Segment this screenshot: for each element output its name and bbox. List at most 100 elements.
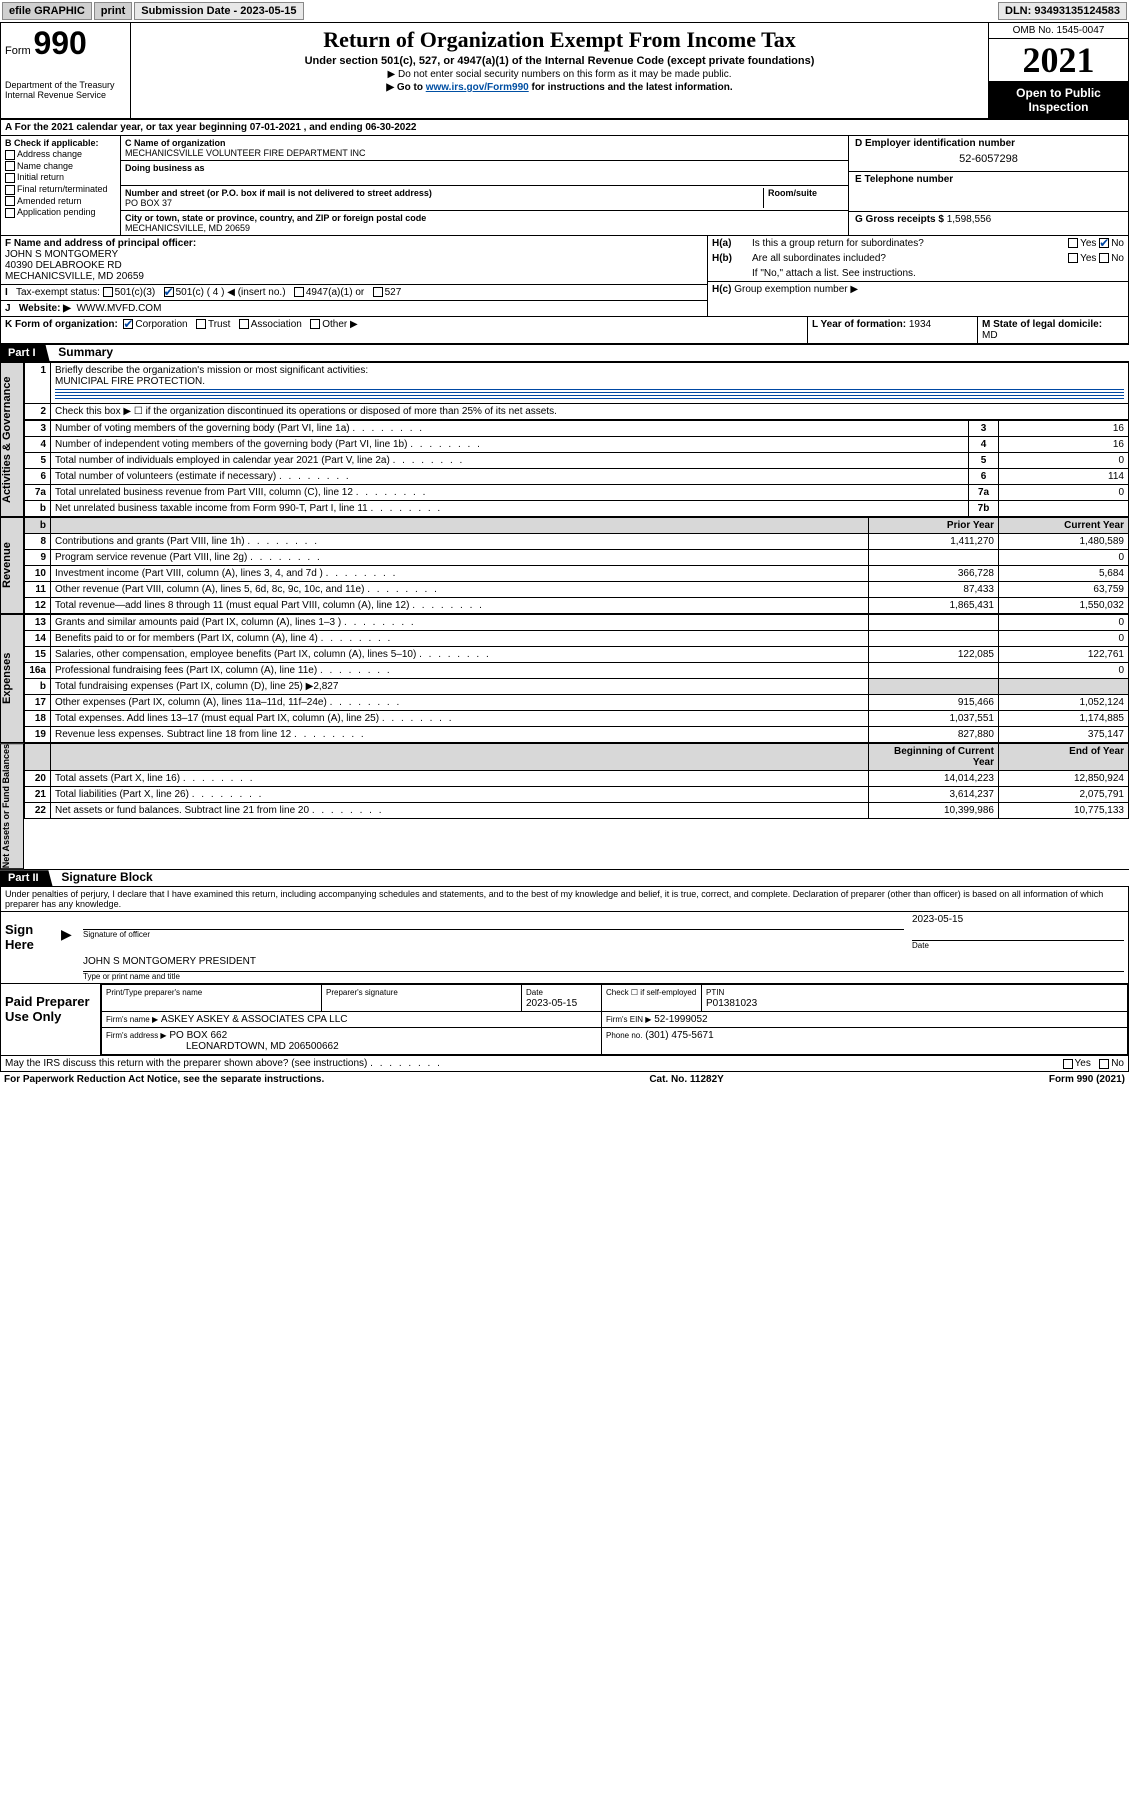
- form-header: Form 990 Department of the Treasury Inte…: [0, 22, 1129, 119]
- part2-title: Signature Block: [55, 870, 152, 884]
- ptin: P01381023: [706, 998, 757, 1009]
- revenue-row: 11Other revenue (Part VIII, column (A), …: [25, 582, 1129, 598]
- cb-application-pending[interactable]: [5, 208, 15, 218]
- tax-year-line: For the 2021 calendar year, or tax year …: [15, 122, 250, 133]
- cb-ha-no[interactable]: [1099, 238, 1109, 248]
- street-address: PO BOX 37: [125, 198, 172, 208]
- print-button[interactable]: print: [94, 2, 132, 20]
- cb-527[interactable]: [373, 287, 383, 297]
- net-row: 21Total liabilities (Part X, line 26) 3,…: [25, 787, 1129, 803]
- sidebar-rev: Revenue: [0, 517, 24, 614]
- gov-row: 3Number of voting members of the governi…: [25, 421, 1129, 437]
- sidebar-net: Net Assets or Fund Balances: [0, 743, 24, 869]
- cb-final-return[interactable]: [5, 185, 15, 195]
- cb-name-change[interactable]: [5, 161, 15, 171]
- firm-name: ASKEY ASKEY & ASSOCIATES CPA LLC: [161, 1014, 348, 1025]
- file-toolbar: efile GRAPHIC print Submission Date - 20…: [0, 0, 1129, 22]
- irs-label: Internal Revenue Service: [5, 90, 126, 100]
- gov-row: 5Total number of individuals employed in…: [25, 453, 1129, 469]
- cb-4947[interactable]: [294, 287, 304, 297]
- gov-row: 4Number of independent voting members of…: [25, 437, 1129, 453]
- open-public-badge: Open to Public Inspection: [989, 82, 1128, 118]
- gov-row: bNet unrelated business taxable income f…: [25, 501, 1129, 517]
- footer-mid: Cat. No. 11282Y: [649, 1074, 723, 1085]
- firm-phone: (301) 475-5671: [645, 1030, 713, 1041]
- preparer-table: Print/Type preparer's name Preparer's si…: [101, 984, 1128, 1055]
- org-name: MECHANICSVILLE VOLUNTEER FIRE DEPARTMENT…: [125, 148, 366, 158]
- expense-row: 19Revenue less expenses. Subtract line 1…: [25, 727, 1129, 743]
- form-number: 990: [33, 25, 86, 61]
- submission-date: Submission Date - 2023-05-15: [134, 2, 303, 20]
- cb-hb-yes[interactable]: [1068, 253, 1078, 263]
- form-title: Return of Organization Exempt From Incom…: [135, 27, 984, 53]
- cb-501c[interactable]: [164, 287, 174, 297]
- form-label: Form: [5, 45, 31, 57]
- cb-trust[interactable]: [196, 319, 206, 329]
- mission-text: MUNICIPAL FIRE PROTECTION.: [55, 376, 205, 387]
- expense-row: 14Benefits paid to or for members (Part …: [25, 631, 1129, 647]
- entity-section: A For the 2021 calendar year, or tax yea…: [0, 119, 1129, 344]
- subtitle-3: ▶ Go to www.irs.gov/Form990 for instruct…: [135, 82, 984, 93]
- state-domicile: MD: [982, 330, 998, 341]
- firm-addr2: LEONARDTOWN, MD 206500662: [106, 1041, 339, 1052]
- arrow-icon: ▶: [61, 912, 79, 983]
- cb-ha-yes[interactable]: [1068, 238, 1078, 248]
- subtitle-1: Under section 501(c), 527, or 4947(a)(1)…: [135, 55, 984, 67]
- paid-preparer-label: Paid Preparer Use Only: [1, 984, 101, 1055]
- section-b-checkboxes: B Check if applicable: Address change Na…: [1, 136, 121, 235]
- dept-treasury: Department of the Treasury: [5, 80, 126, 90]
- officer-addr: 40390 DELABROOKE RD: [5, 260, 703, 271]
- website: WWW.MVFD.COM: [76, 303, 161, 314]
- efile-button[interactable]: efile GRAPHIC: [2, 2, 92, 20]
- revenue-row: 12Total revenue—add lines 8 through 11 (…: [25, 598, 1129, 614]
- footer-left: For Paperwork Reduction Act Notice, see …: [4, 1074, 324, 1085]
- cb-corp[interactable]: [123, 319, 133, 329]
- cb-amended[interactable]: [5, 196, 15, 206]
- revenue-row: 10Investment income (Part VIII, column (…: [25, 566, 1129, 582]
- year-formation: 1934: [909, 319, 931, 330]
- instructions-link[interactable]: www.irs.gov/Form990: [426, 82, 529, 93]
- sign-here-label: Sign Here: [1, 912, 61, 983]
- omb-number: OMB No. 1545-0047: [989, 23, 1128, 39]
- declaration: Under penalties of perjury, I declare th…: [0, 887, 1129, 911]
- part2-header: Part II: [0, 870, 53, 886]
- cb-address-change[interactable]: [5, 150, 15, 160]
- subtitle-2: ▶ Do not enter social security numbers o…: [135, 69, 984, 80]
- firm-addr1: PO BOX 662: [169, 1030, 227, 1041]
- cb-hb-no[interactable]: [1099, 253, 1109, 263]
- expense-row: 15Salaries, other compensation, employee…: [25, 647, 1129, 663]
- officer-city: MECHANICSVILLE, MD 20659: [5, 271, 703, 282]
- officer-name: JOHN S MONTGOMERY: [5, 249, 703, 260]
- firm-ein: 52-1999052: [654, 1014, 707, 1025]
- expense-row: 13Grants and similar amounts paid (Part …: [25, 615, 1129, 631]
- cb-assoc[interactable]: [239, 319, 249, 329]
- officer-sig-date: 2023-05-15: [912, 914, 1124, 925]
- gross-receipts: 1,598,556: [947, 214, 992, 225]
- expense-row: bTotal fundraising expenses (Part IX, co…: [25, 679, 1129, 695]
- ein: 52-6057298: [855, 149, 1122, 169]
- city-state-zip: MECHANICSVILLE, MD 20659: [125, 223, 250, 233]
- governance-table: 1 Briefly describe the organization's mi…: [24, 362, 1129, 420]
- revenue-row: 9Program service revenue (Part VIII, lin…: [25, 550, 1129, 566]
- officer-printed-name: JOHN S MONTGOMERY PRESIDENT: [83, 956, 1124, 972]
- expense-row: 18Total expenses. Add lines 13–17 (must …: [25, 711, 1129, 727]
- gov-row: 7aTotal unrelated business revenue from …: [25, 485, 1129, 501]
- cb-501c3[interactable]: [103, 287, 113, 297]
- may-irs-discuss: May the IRS discuss this return with the…: [5, 1058, 1063, 1069]
- sidebar-gov: Activities & Governance: [0, 362, 24, 517]
- net-row: 20Total assets (Part X, line 16) 14,014,…: [25, 771, 1129, 787]
- net-row: 22Net assets or fund balances. Subtract …: [25, 803, 1129, 819]
- cb-initial-return[interactable]: [5, 173, 15, 183]
- expense-row: 17Other expenses (Part IX, column (A), l…: [25, 695, 1129, 711]
- footer-right: Form 990 (2021): [1049, 1074, 1125, 1085]
- cb-discuss-yes[interactable]: [1063, 1059, 1073, 1069]
- revenue-row: 8Contributions and grants (Part VIII, li…: [25, 534, 1129, 550]
- dln: DLN: 93493135124583: [998, 2, 1127, 20]
- gov-row: 6Total number of volunteers (estimate if…: [25, 469, 1129, 485]
- expense-row: 16aProfessional fundraising fees (Part I…: [25, 663, 1129, 679]
- sidebar-exp: Expenses: [0, 614, 24, 743]
- cb-discuss-no[interactable]: [1099, 1059, 1109, 1069]
- cb-other[interactable]: [310, 319, 320, 329]
- tax-year: 2021: [989, 39, 1128, 82]
- part1-title: Summary: [52, 345, 113, 359]
